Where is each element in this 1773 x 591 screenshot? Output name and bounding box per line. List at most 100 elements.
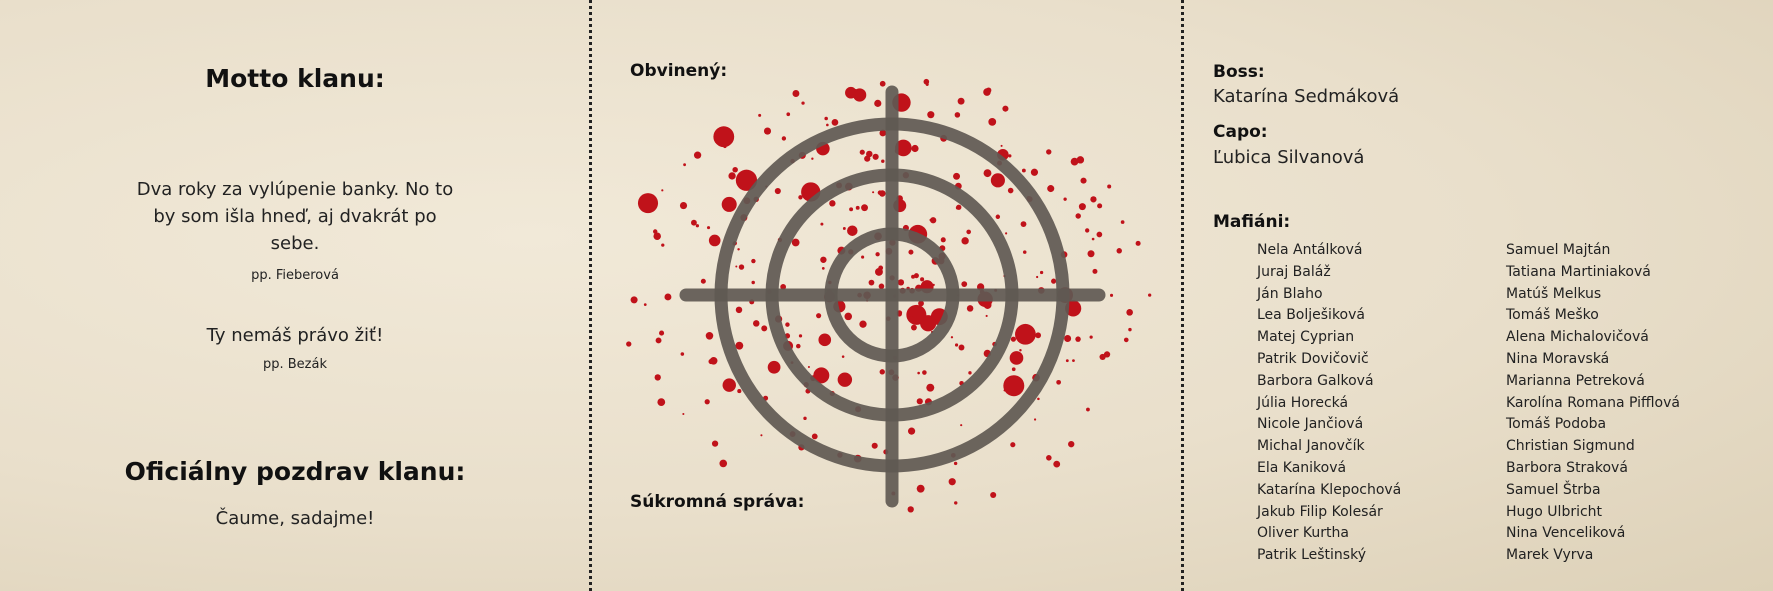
blood-drop xyxy=(738,264,745,270)
blood-drop xyxy=(988,117,997,126)
blood-drop xyxy=(1086,407,1090,412)
blood-drop xyxy=(918,300,924,307)
blood-drop xyxy=(1097,203,1103,209)
blood-drop xyxy=(763,127,772,135)
blood-drop xyxy=(966,305,974,312)
blood-drop xyxy=(798,334,803,338)
blood-drop xyxy=(1070,157,1079,166)
blood-drop xyxy=(657,398,666,406)
member-name: Katarína Klepochová xyxy=(1257,481,1402,498)
member-name: Hugo Ulbricht xyxy=(1506,503,1603,520)
blood-drop xyxy=(911,144,919,153)
blood-drop xyxy=(1011,367,1016,372)
blood-drop xyxy=(954,343,959,347)
greeting-title: Oficiálny pozdrav klanu: xyxy=(124,457,466,486)
blood-drop xyxy=(691,219,697,226)
blood-drop xyxy=(826,123,829,127)
blood-drop xyxy=(923,78,930,85)
blood-drop xyxy=(872,191,875,194)
member-name: Alena Michalovičová xyxy=(1506,329,1649,346)
blood-drop xyxy=(637,193,659,214)
divider-right xyxy=(1181,0,1184,591)
blood-drop xyxy=(760,434,763,437)
blood-drop xyxy=(932,283,935,287)
blood-drop xyxy=(708,234,721,247)
blood-drop xyxy=(1123,337,1129,343)
blood-drop xyxy=(861,204,868,212)
blood-drop xyxy=(1020,221,1027,228)
blood-drop xyxy=(895,139,912,157)
blood-drop xyxy=(861,255,865,259)
blood-drop xyxy=(735,306,743,314)
blood-drop xyxy=(1096,231,1103,238)
member-name: Jakub Filip Kolesár xyxy=(1257,503,1383,520)
blood-drop xyxy=(1092,268,1098,274)
boss-name: Katarína Sedmáková xyxy=(1213,86,1400,107)
blood-drop xyxy=(958,344,965,351)
blood-drop xyxy=(711,440,719,447)
member-name: Tatiana Martiniaková xyxy=(1506,263,1651,280)
blood-drop xyxy=(1109,293,1114,297)
blood-drop xyxy=(1039,270,1044,275)
blood-drop xyxy=(693,151,702,159)
blood-drop xyxy=(995,214,1001,219)
blood-drop xyxy=(1053,460,1061,468)
blood-drop xyxy=(868,279,875,286)
blood-drop xyxy=(781,136,787,141)
blood-drop xyxy=(953,172,961,180)
blood-drop xyxy=(1015,323,1036,345)
blood-drop xyxy=(960,424,963,427)
blood-drop xyxy=(679,202,688,210)
blood-drop xyxy=(990,491,997,499)
blood-drop xyxy=(956,204,962,210)
member-name: Marek Vyrva xyxy=(1506,547,1594,564)
blood-drop xyxy=(1008,154,1012,158)
blood-drop xyxy=(770,363,778,371)
member-name: Nina Venceliková xyxy=(1506,525,1626,542)
blood-drop xyxy=(1091,237,1095,241)
blood-drop xyxy=(879,80,886,87)
blood-drop xyxy=(837,372,853,387)
blood-drop xyxy=(1126,309,1133,316)
blood-drop xyxy=(705,332,714,340)
blood-drop xyxy=(721,196,737,212)
blood-drop xyxy=(831,119,839,126)
blood-drop xyxy=(829,200,836,207)
blood-drop xyxy=(926,383,935,392)
blood-drop xyxy=(1007,187,1014,194)
member-name: Nina Moravská xyxy=(1506,350,1610,367)
blood-drop xyxy=(879,369,885,375)
capo-label: Capo: xyxy=(1213,122,1268,142)
blood-drop xyxy=(1046,149,1052,155)
blood-drop xyxy=(1072,359,1075,362)
blood-drop xyxy=(709,356,718,365)
blood-drop xyxy=(811,433,818,440)
blood-drop xyxy=(844,312,853,321)
blood-drop xyxy=(1068,440,1075,448)
blood-drop xyxy=(872,153,879,160)
blood-splatter xyxy=(626,78,1152,513)
blood-drop xyxy=(853,89,858,93)
blood-drop xyxy=(735,265,738,268)
blood-drop xyxy=(811,157,814,160)
blood-drop xyxy=(821,340,827,346)
blood-drop xyxy=(653,232,661,240)
blood-drop xyxy=(1047,185,1055,193)
blood-drop xyxy=(1003,375,1025,397)
blood-drop xyxy=(907,427,916,435)
blood-drop xyxy=(1148,293,1152,297)
member-name: Ela Kaniková xyxy=(1257,459,1347,476)
blood-drop xyxy=(849,207,854,212)
blood-drop xyxy=(983,301,992,309)
accused-label: Obvinený: xyxy=(630,61,728,81)
blood-drop xyxy=(1022,250,1027,254)
member-name: Oliver Kurtha xyxy=(1257,525,1349,542)
member-name: Matúš Melkus xyxy=(1506,285,1602,302)
blood-drop xyxy=(961,281,968,288)
blood-drop xyxy=(1078,203,1086,211)
blood-drop xyxy=(916,484,925,493)
blood-drop xyxy=(1099,353,1106,361)
blood-drop xyxy=(875,252,880,257)
blood-drop xyxy=(909,316,914,321)
blood-drop xyxy=(735,169,758,191)
